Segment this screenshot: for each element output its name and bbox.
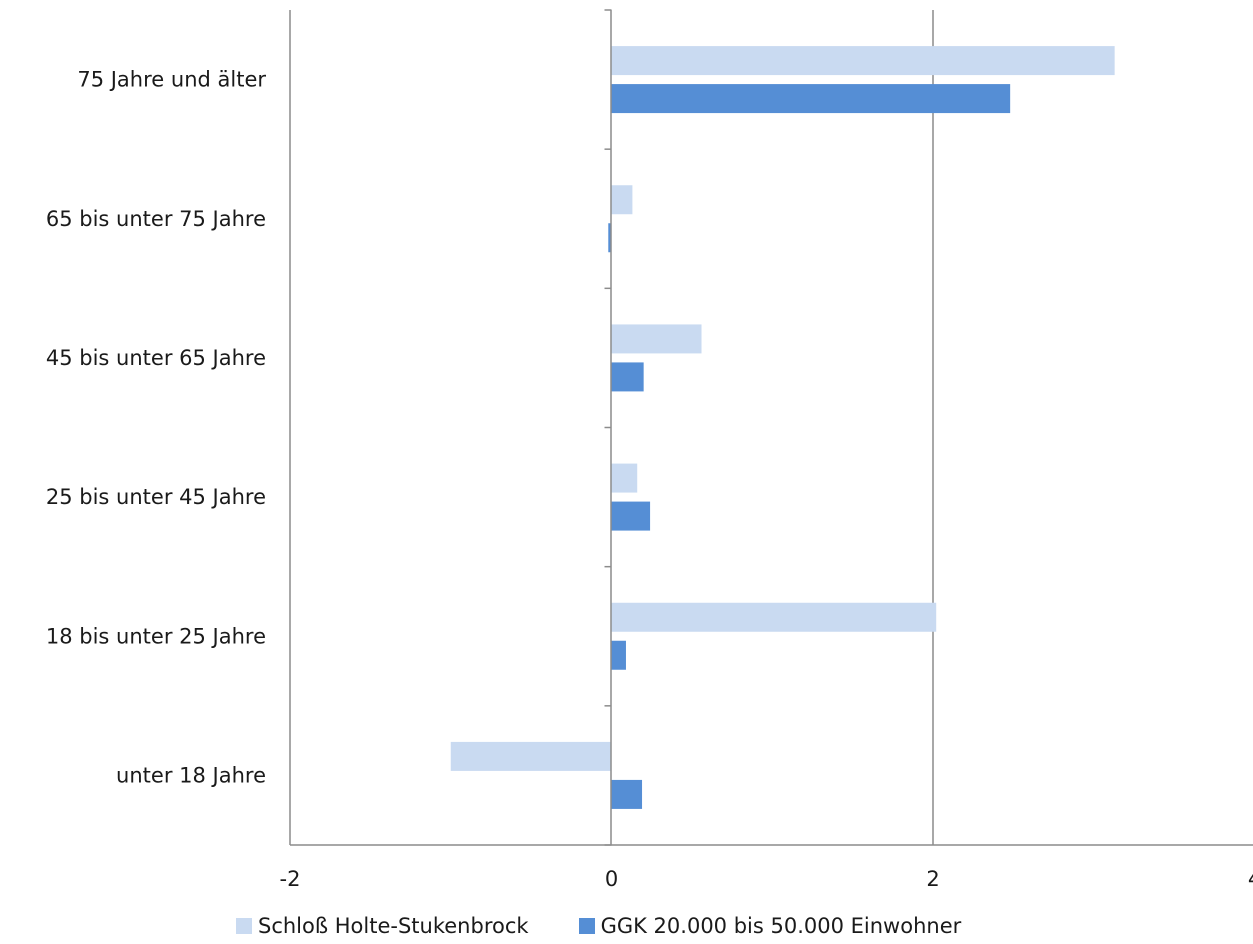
- bar-series-2-cat-2: [611, 640, 626, 670]
- category-label-5: 65 bis unter 75 Jahre: [46, 207, 266, 231]
- legend-swatch-series-1: [236, 918, 252, 934]
- category-labels: unter 18 Jahre 18 bis unter 25 Jahre 25 bi…: [46, 68, 266, 788]
- category-ticks: [604, 9, 612, 846]
- x-tick-label-1: 0: [605, 867, 618, 891]
- category-label-3: 25 bis unter 45 Jahre: [46, 485, 266, 509]
- legend-item-series-2: GGK 20.000 bis 50.000 Einwohner: [578, 914, 962, 938]
- bar-series-2-cat-4: [611, 362, 644, 392]
- bar-series-1-cat-3: [611, 463, 638, 493]
- category-label-2: 18 bis unter 25 Jahre: [46, 624, 266, 648]
- x-tick-label-3: 4: [1248, 867, 1253, 891]
- bar-series-2-cat-5: [608, 223, 612, 253]
- legend-swatch-series-2: [578, 918, 595, 934]
- gridlines: [289, 10, 934, 845]
- x-tick-label-0: -2: [280, 867, 301, 891]
- category-label-6: 75 Jahre und älter: [77, 68, 266, 92]
- bar-series-1-cat-4: [611, 324, 702, 354]
- bar-series-2-cat-6: [611, 84, 1011, 114]
- bar-series-1-cat-6: [611, 46, 1115, 76]
- bar-series-1-cat-5: [611, 185, 633, 215]
- legend: Schloß Holte-Stukenbrock GGK 20.000 bis …: [236, 911, 961, 941]
- bar-series-2-cat-1: [611, 779, 643, 809]
- axes: [290, 10, 1253, 846]
- legend-label-series-1: Schloß Holte-Stukenbrock: [258, 914, 529, 938]
- bars: [450, 46, 1115, 809]
- legend-item-series-1: Schloß Holte-Stukenbrock: [236, 914, 529, 938]
- bar-series-1-cat-1: [450, 741, 612, 771]
- category-label-1: unter 18 Jahre: [116, 763, 266, 787]
- bar-series-2-cat-3: [611, 501, 651, 531]
- category-label-4: 45 bis unter 65 Jahre: [46, 346, 266, 370]
- bar-series-1-cat-2: [611, 602, 937, 632]
- x-tick-label-2: 2: [926, 867, 939, 891]
- legend-label-series-2: GGK 20.000 bis 50.000 Einwohner: [600, 914, 962, 938]
- x-tick-labels: -2 0 2 4: [280, 867, 1253, 891]
